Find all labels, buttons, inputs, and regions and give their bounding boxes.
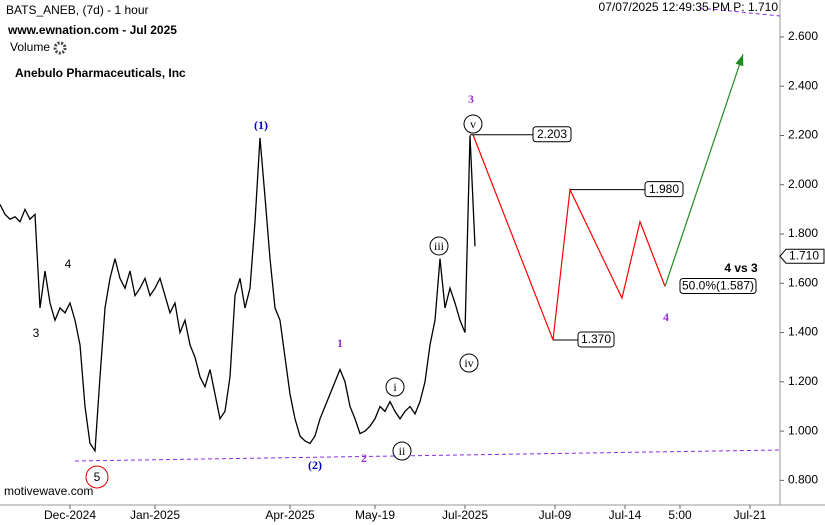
x-tick-label: Jul-14 <box>609 508 642 522</box>
x-tick-label: Jan-2025 <box>130 508 180 522</box>
watermark: motivewave.com <box>4 484 93 498</box>
wave-label: 1 <box>337 336 343 350</box>
y-tick-label: 2.200 <box>788 128 818 142</box>
wave-label: 2 <box>361 451 367 465</box>
wave-circle <box>385 377 405 397</box>
subtitle: www.ewnation.com - Jul 2025 <box>7 23 177 37</box>
wave-label: v <box>470 117 476 131</box>
wave-label: i <box>393 380 397 394</box>
level-label: 1.980 <box>649 182 679 196</box>
y-tick-label: 0.800 <box>788 473 818 487</box>
x-tick-label: Jul-21 <box>734 508 767 522</box>
x-tick-label: Jul-09 <box>539 508 572 522</box>
x-tick-label: Apr-2025 <box>265 508 315 522</box>
y-tick-label: 1.800 <box>788 226 818 240</box>
wave-circle <box>85 465 109 489</box>
x-tick-label: May-19 <box>355 508 395 522</box>
wave-label: iv <box>464 356 473 370</box>
trend-line <box>74 449 781 462</box>
wave-circle <box>459 353 479 373</box>
wave-circle <box>392 441 412 461</box>
wave-label: ii <box>399 444 406 458</box>
wave-label: 3 <box>33 326 40 340</box>
wave-circle <box>429 236 449 256</box>
wave-label: (1) <box>254 118 268 132</box>
level-box <box>644 181 684 198</box>
level-box <box>532 126 572 143</box>
series-line <box>0 135 476 453</box>
arrow-head <box>735 54 744 67</box>
level-label: 1.370 <box>581 332 611 346</box>
series-line <box>472 134 666 341</box>
wave-label: 4 vs 3 <box>724 261 758 275</box>
trend-line <box>699 7 781 17</box>
wave-label: 4 <box>65 257 72 271</box>
level-label: 2.203 <box>537 127 567 141</box>
x-tick-label: Dec-2024 <box>44 508 96 522</box>
wave-label: (2) <box>308 458 322 472</box>
x-tick-label: Jul-2025 <box>442 508 488 522</box>
y-tick-label: 2.600 <box>788 29 818 43</box>
chart-title: BATS_ANEB, (7d) - 1 hour <box>6 3 149 17</box>
company-name: Anebulo Pharmaceuticals, Inc <box>15 66 186 80</box>
y-tick-label: 1.000 <box>788 423 818 437</box>
wave-label: 4 <box>663 310 669 324</box>
wave-circle <box>463 114 483 134</box>
y-tick-label: 1.400 <box>788 325 818 339</box>
timestamp: 07/07/2025 12:49:35 PM P: 1.710 <box>599 0 779 14</box>
y-tick-label: 1.200 <box>788 374 818 388</box>
y-tick-label: 2.000 <box>788 177 818 191</box>
y-tick-label: 1.600 <box>788 275 818 289</box>
wave-label: iii <box>434 239 445 253</box>
volume-label: Volume <box>10 40 50 54</box>
y-tick-label: 2.400 <box>788 78 818 92</box>
level-label: 50.0%(1.587) <box>682 279 754 293</box>
level-box <box>679 277 757 294</box>
current-price-box <box>779 248 825 264</box>
series-line <box>664 54 744 287</box>
wave-label: 3 <box>468 92 474 106</box>
x-tick-label: 5:00 <box>668 508 692 522</box>
gear-icon[interactable] <box>53 41 67 55</box>
level-box <box>577 331 615 348</box>
current-price-label: 1.710 <box>789 248 819 262</box>
wave-label: 5 <box>94 470 101 484</box>
